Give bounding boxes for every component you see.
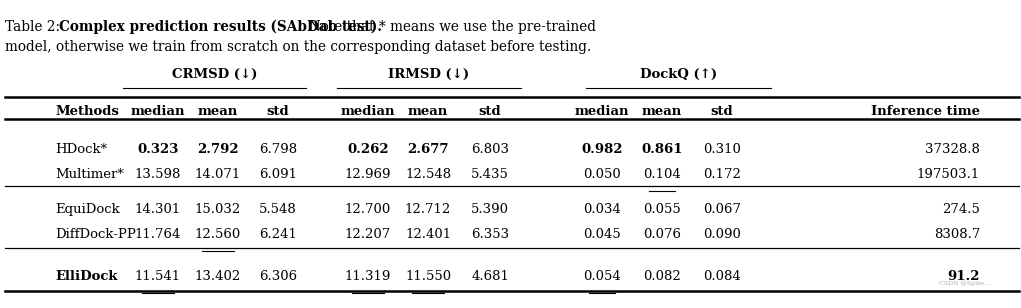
Text: 11.541: 11.541 <box>135 270 181 282</box>
Text: EquiDock: EquiDock <box>55 203 119 216</box>
Text: 11.764: 11.764 <box>135 228 181 241</box>
Text: 0.104: 0.104 <box>643 168 681 181</box>
Text: 12.700: 12.700 <box>345 203 391 216</box>
Text: 0.982: 0.982 <box>581 143 623 156</box>
Text: 0.076: 0.076 <box>643 228 681 241</box>
Text: model, otherwise we train from scratch on the corresponding dataset before testi: model, otherwise we train from scratch o… <box>5 40 591 54</box>
Text: Note that * means we use the pre-trained: Note that * means we use the pre-trained <box>299 20 595 34</box>
Text: 6.091: 6.091 <box>259 168 297 181</box>
Text: Table 2:: Table 2: <box>5 20 68 34</box>
Text: mean: mean <box>198 105 238 118</box>
Text: 12.401: 12.401 <box>405 228 451 241</box>
Text: 12.560: 12.560 <box>195 228 241 241</box>
Text: 14.301: 14.301 <box>135 203 181 216</box>
Text: 12.712: 12.712 <box>405 203 451 216</box>
Text: 5.548: 5.548 <box>259 203 297 216</box>
Text: 0.090: 0.090 <box>703 228 741 241</box>
Text: 15.032: 15.032 <box>195 203 241 216</box>
Text: 8308.7: 8308.7 <box>933 228 980 241</box>
Text: Inference time: Inference time <box>871 105 980 118</box>
Text: 12.548: 12.548 <box>405 168 451 181</box>
Text: CSDN @Spike...: CSDN @Spike... <box>939 281 990 286</box>
Text: 6.798: 6.798 <box>259 143 297 156</box>
Text: 37328.8: 37328.8 <box>925 143 980 156</box>
Text: 0.323: 0.323 <box>137 143 179 156</box>
Text: 12.207: 12.207 <box>345 228 391 241</box>
Text: 11.550: 11.550 <box>405 270 451 282</box>
Text: std: std <box>266 105 289 118</box>
Text: 0.054: 0.054 <box>583 270 621 282</box>
Text: 6.353: 6.353 <box>471 228 509 241</box>
Text: std: std <box>479 105 501 118</box>
Text: Methods: Methods <box>55 105 118 118</box>
Text: 14.071: 14.071 <box>195 168 241 181</box>
Text: 0.045: 0.045 <box>583 228 621 241</box>
Text: 0.050: 0.050 <box>583 168 621 181</box>
Text: 197503.1: 197503.1 <box>917 168 980 181</box>
Text: 0.262: 0.262 <box>347 143 389 156</box>
Text: median: median <box>575 105 629 118</box>
Text: 274.5: 274.5 <box>942 203 980 216</box>
Text: 12.969: 12.969 <box>345 168 391 181</box>
Text: 0.861: 0.861 <box>641 143 683 156</box>
Text: 5.435: 5.435 <box>471 168 508 181</box>
Text: Complex prediction results (SAbDab test).: Complex prediction results (SAbDab test)… <box>58 20 382 34</box>
Text: mean: mean <box>642 105 682 118</box>
Text: 0.310: 0.310 <box>703 143 741 156</box>
Text: 5.390: 5.390 <box>471 203 509 216</box>
Text: std: std <box>711 105 733 118</box>
Text: mean: mean <box>407 105 448 118</box>
Text: 0.067: 0.067 <box>703 203 741 216</box>
Text: median: median <box>131 105 185 118</box>
Text: 2.677: 2.677 <box>407 143 449 156</box>
Text: 0.055: 0.055 <box>643 203 681 216</box>
Text: IRMSD (↓): IRMSD (↓) <box>388 68 470 81</box>
Text: 6.306: 6.306 <box>259 270 297 282</box>
Text: 0.084: 0.084 <box>703 270 741 282</box>
Text: 6.803: 6.803 <box>471 143 509 156</box>
Text: DiffDock-PP: DiffDock-PP <box>55 228 136 241</box>
Text: Multimer*: Multimer* <box>55 168 124 181</box>
Text: 13.402: 13.402 <box>195 270 241 282</box>
Text: 11.319: 11.319 <box>345 270 391 282</box>
Text: ElliDock: ElliDock <box>55 270 117 282</box>
Text: median: median <box>341 105 395 118</box>
Text: 13.598: 13.598 <box>135 168 181 181</box>
Text: CRMSD (↓): CRMSD (↓) <box>172 68 257 81</box>
Text: 91.2: 91.2 <box>947 270 980 282</box>
Text: 0.034: 0.034 <box>583 203 621 216</box>
Text: 0.172: 0.172 <box>703 168 741 181</box>
Text: 6.241: 6.241 <box>259 228 297 241</box>
Text: DockQ (↑): DockQ (↑) <box>640 68 717 81</box>
Text: HDock*: HDock* <box>55 143 107 156</box>
Text: 4.681: 4.681 <box>471 270 508 282</box>
Text: 2.792: 2.792 <box>197 143 239 156</box>
Text: 0.082: 0.082 <box>643 270 681 282</box>
